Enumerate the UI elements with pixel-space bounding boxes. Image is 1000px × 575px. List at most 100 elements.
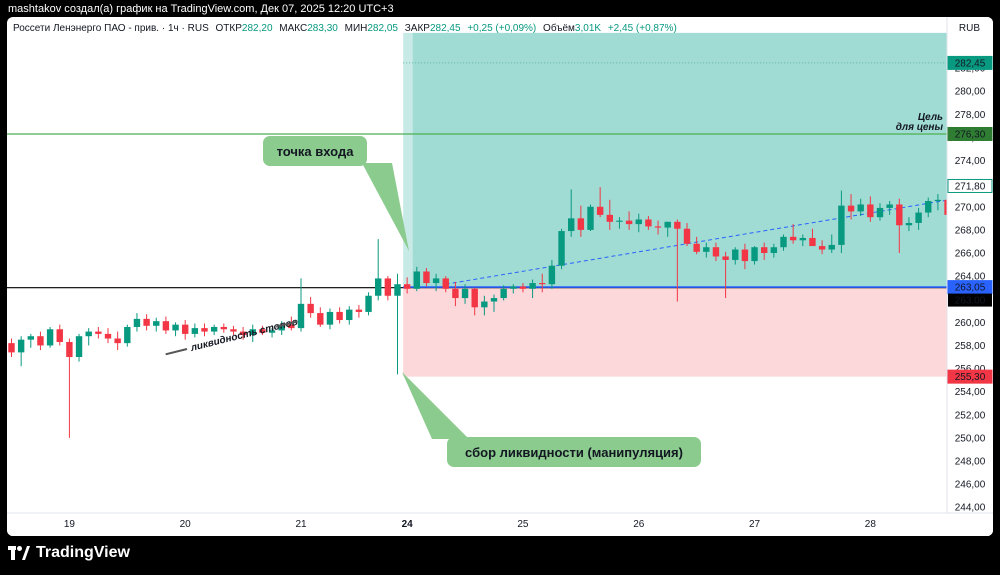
candle [75, 333, 83, 362]
entry-badge: 263,05 [947, 280, 993, 295]
entry-callout: точка входа [263, 136, 409, 251]
price-tick: 280,00 [955, 87, 986, 98]
candle-body [220, 326, 227, 330]
candle [95, 326, 102, 339]
instrument-name[interactable]: Россети Ленэнерго ПАО - прив. · 1ч · RUS [13, 23, 209, 34]
candle-body [751, 247, 758, 262]
candle [162, 316, 170, 334]
candle-body [288, 324, 295, 329]
candle [577, 205, 585, 237]
open-value: 282,20 [241, 23, 273, 34]
candle [355, 305, 363, 318]
candle [384, 276, 392, 301]
candle [259, 325, 266, 336]
candle-body [703, 247, 710, 252]
candle [230, 325, 237, 336]
price-tick: 258,00 [955, 341, 986, 352]
price-tick: 244,00 [955, 503, 986, 514]
candle-body [934, 199, 942, 201]
support-badge-bg [948, 293, 992, 307]
candle-body [606, 214, 613, 222]
target-badge-text: 276,30 [955, 129, 986, 140]
candle [925, 197, 932, 218]
candle-body [876, 207, 884, 218]
candle-body [75, 336, 83, 357]
price-tick: 252,00 [955, 410, 986, 421]
price-tick: 250,00 [955, 433, 986, 444]
candle [896, 198, 903, 253]
candle-body [471, 288, 478, 308]
candle [809, 228, 816, 247]
time-tick: 24 [402, 519, 414, 530]
liquidity-callout-pointer [402, 372, 469, 439]
candle [124, 324, 131, 347]
candle [606, 199, 613, 230]
candle-body [732, 249, 739, 260]
price-tick: 274,00 [955, 156, 986, 167]
candle-body [172, 324, 179, 331]
candle [317, 307, 324, 327]
candle-body [37, 336, 44, 346]
liquidity-callout: сбор ликвидности (манипуляция) [402, 372, 701, 467]
position-top-badge-text: 282,45 [955, 58, 986, 69]
candle [249, 324, 256, 342]
candle-body [616, 220, 623, 222]
price-tick: 260,00 [955, 318, 986, 329]
candle-body [654, 226, 662, 228]
candle [191, 323, 199, 338]
candle-body [693, 243, 700, 252]
candle-body [297, 303, 305, 329]
candle-body [384, 278, 392, 296]
candle-body [558, 231, 565, 266]
candle [799, 234, 806, 247]
price-tick: 248,00 [955, 457, 986, 468]
target-badge: 276,30 [947, 126, 993, 141]
candle [635, 213, 642, 233]
candle-body [182, 324, 189, 334]
candle [529, 279, 536, 299]
time-tick: 20 [180, 519, 192, 530]
candle [413, 266, 420, 292]
candle-body [133, 318, 141, 327]
candle [847, 194, 855, 220]
candle [664, 221, 671, 237]
price-tick: 256,00 [955, 364, 986, 375]
candle [442, 276, 449, 293]
candle [625, 211, 633, 230]
candle [683, 222, 691, 247]
candle [114, 331, 121, 351]
candle-body [162, 321, 170, 331]
high-label: МАКС [279, 23, 308, 34]
stops-label: ликвидность стопов [189, 317, 299, 354]
tradingview-logo[interactable]: TradingView [8, 544, 130, 562]
stop-badge: 255,30 [947, 369, 993, 384]
candle [857, 198, 864, 217]
time-tick: 21 [295, 519, 307, 530]
time-axis-bg [7, 513, 993, 536]
candle [558, 228, 565, 270]
candle-body [46, 329, 54, 346]
candle-body [809, 237, 816, 247]
candle [46, 326, 54, 348]
candle-body [85, 331, 92, 337]
candle [789, 224, 797, 244]
candle-body [519, 286, 527, 289]
open-label: ОТКР [215, 23, 242, 34]
candle [201, 323, 208, 337]
time-tick: 27 [749, 519, 761, 530]
currency-label[interactable]: RUB [958, 23, 980, 34]
candle [481, 295, 488, 316]
candle-body [838, 205, 845, 245]
candle [346, 306, 353, 325]
candle [693, 236, 700, 255]
candle [336, 307, 343, 324]
candle-body [114, 338, 121, 344]
candle [432, 273, 440, 292]
candle-body [529, 283, 536, 289]
candle [490, 294, 498, 312]
candle-body [712, 247, 720, 257]
symbol-legend[interactable]: Россети Ленэнерго ПАО - прив. · 1ч · RUS… [13, 23, 677, 34]
candle [761, 242, 768, 260]
stops-annotation: ликвидность стопов [165, 317, 299, 356]
candle [85, 328, 92, 346]
